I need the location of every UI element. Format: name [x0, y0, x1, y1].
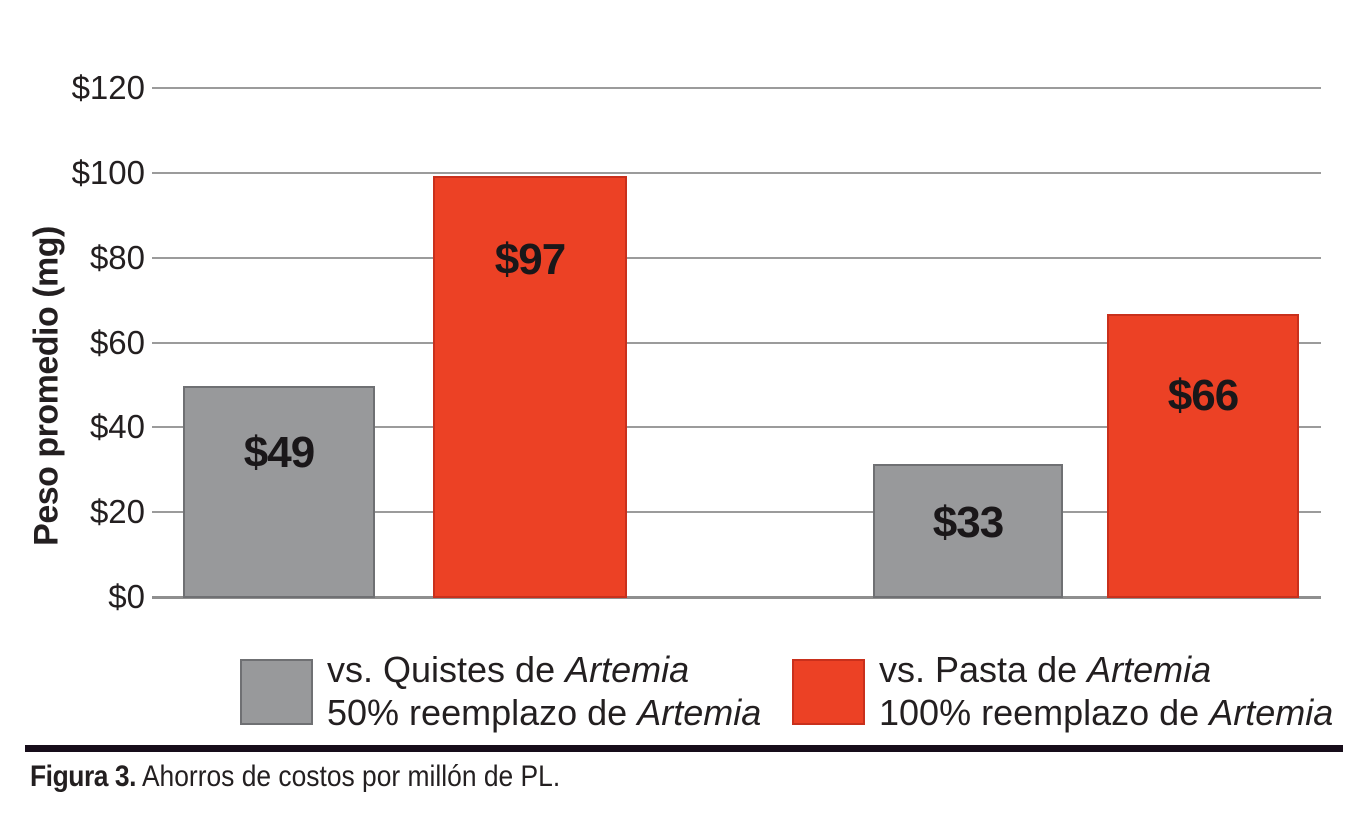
gridline	[152, 596, 1321, 599]
bar-group1-series1: $97	[433, 175, 627, 598]
plot-area: $49 $97 $33 $66	[152, 87, 1321, 599]
legend-line: 50% reemplazo de Artemia	[327, 692, 762, 733]
bar-group2-series0: $33	[873, 464, 1063, 598]
legend-line: vs. Quistes de Artemia	[327, 649, 690, 690]
legend-swatch-gray	[240, 659, 313, 725]
figure-caption: Figura 3. Ahorros de costos por millón d…	[30, 760, 560, 794]
bar-value-label: $66	[1167, 370, 1239, 420]
legend-label-red: vs. Pasta de Artemia 100% reemplazo de A…	[879, 648, 1333, 734]
legend-label-gray: vs. Quistes de Artemia 50% reemplazo de …	[327, 648, 761, 734]
caption-divider	[25, 745, 1343, 752]
caption-text: Ahorros de costos por millón de PL.	[136, 760, 561, 793]
gridline	[152, 341, 1321, 344]
y-tick-label: $120	[71, 69, 145, 106]
y-tick-label: $0	[108, 578, 145, 615]
bar-group2-series1: $66	[1107, 313, 1299, 598]
gridline	[152, 256, 1321, 259]
y-axis-tick-labels: $120 $100 $80 $60 $40 $20 $0	[0, 69, 145, 615]
bar-value-label: $33	[932, 498, 1004, 548]
bar-value-label: $49	[243, 427, 315, 477]
legend-item-gray: vs. Quistes de Artemia 50% reemplazo de …	[240, 648, 761, 734]
bar-group1-series0: $49	[183, 385, 375, 598]
gridline	[152, 87, 1321, 89]
y-tick-label: $20	[89, 493, 145, 531]
y-tick-label: $80	[89, 238, 145, 276]
legend-line: vs. Pasta de Artemia	[879, 649, 1212, 690]
gridline	[152, 171, 1321, 174]
y-tick-label: $60	[89, 323, 145, 361]
bar-value-label: $97	[494, 234, 566, 284]
y-tick-label: $40	[89, 408, 145, 446]
y-tick-label: $100	[71, 153, 145, 191]
caption-figure-number: Figura 3.	[30, 760, 137, 793]
gridline	[152, 426, 1321, 429]
gridline	[152, 511, 1321, 514]
legend-line: 100% reemplazo de Artemia	[879, 692, 1334, 733]
legend-swatch-red	[792, 659, 865, 725]
legend-item-red: vs. Pasta de Artemia 100% reemplazo de A…	[792, 648, 1333, 734]
